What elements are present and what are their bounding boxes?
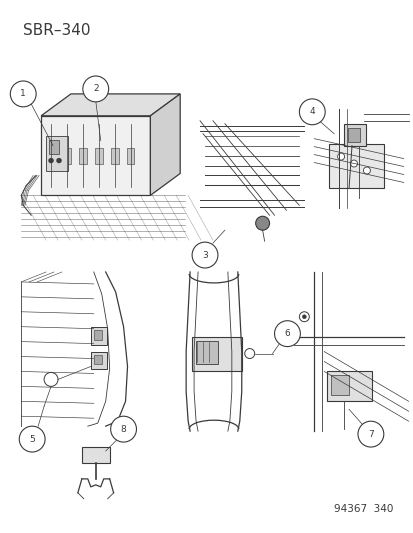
Text: 4: 4 (309, 107, 314, 116)
Circle shape (363, 167, 370, 174)
Bar (343, 124, 365, 146)
Bar (330, 375, 348, 395)
Bar (93, 330, 102, 340)
Text: SBR–340: SBR–340 (23, 23, 90, 38)
Circle shape (83, 76, 108, 102)
Circle shape (48, 158, 53, 163)
Bar (78, 148, 87, 164)
Circle shape (337, 153, 344, 160)
Bar (46, 136, 68, 171)
Circle shape (299, 99, 325, 125)
Text: 2: 2 (93, 84, 98, 93)
Bar (326, 372, 371, 401)
Bar (110, 148, 118, 164)
Bar (328, 144, 383, 188)
Bar (63, 148, 71, 164)
Text: 1: 1 (20, 90, 26, 99)
Circle shape (301, 315, 306, 319)
Circle shape (19, 426, 45, 452)
Bar (41, 116, 150, 196)
Bar (93, 354, 102, 365)
Polygon shape (150, 94, 180, 196)
Circle shape (357, 421, 383, 447)
Circle shape (192, 242, 217, 268)
Circle shape (299, 312, 309, 322)
Bar (347, 128, 359, 142)
Text: 7: 7 (367, 430, 373, 439)
Polygon shape (41, 94, 180, 116)
Circle shape (110, 416, 136, 442)
Bar (95, 148, 102, 164)
Circle shape (10, 81, 36, 107)
Text: 8: 8 (121, 425, 126, 434)
Bar (126, 148, 134, 164)
Text: 5: 5 (29, 434, 35, 443)
Circle shape (57, 158, 62, 163)
Circle shape (350, 160, 356, 167)
Bar (90, 327, 107, 345)
Bar (90, 352, 107, 369)
Circle shape (274, 321, 300, 346)
Text: 6: 6 (284, 329, 290, 338)
Bar (192, 337, 241, 372)
Circle shape (44, 373, 58, 386)
Bar (196, 341, 217, 365)
Text: 3: 3 (202, 251, 207, 260)
Text: 94367  340: 94367 340 (334, 504, 393, 514)
Circle shape (244, 349, 254, 359)
Bar (47, 148, 55, 164)
Bar (82, 447, 109, 463)
Circle shape (255, 216, 269, 230)
Bar (49, 140, 59, 154)
